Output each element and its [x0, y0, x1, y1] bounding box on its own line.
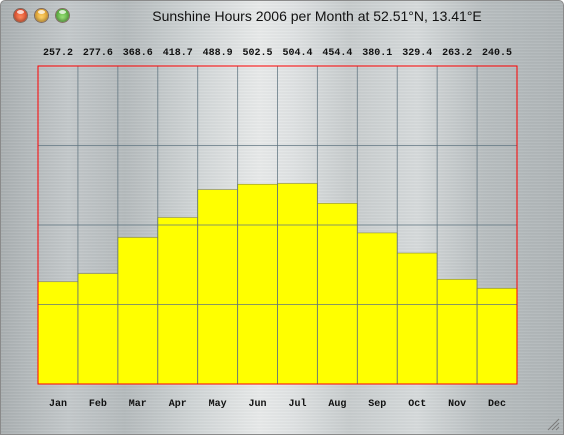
x-tick-label-oct: Oct [408, 399, 426, 410]
value-label-nov: 263.2 [442, 48, 472, 59]
bar-jan [37, 281, 79, 385]
bar-nov [436, 279, 478, 385]
bar-sep [357, 232, 398, 385]
value-label-jul: 504.4 [282, 48, 312, 59]
bar-jul [277, 183, 318, 385]
x-tick-label-jul: Jul [288, 398, 306, 410]
value-label-feb: 277.6 [83, 48, 113, 59]
bar-may [197, 189, 238, 385]
x-tick-label-may: May [209, 399, 227, 410]
value-label-mar: 368.6 [123, 48, 153, 59]
bars-layer [37, 183, 518, 385]
value-label-jun: 502.5 [243, 48, 273, 59]
x-tick-label-jan: Jan [49, 399, 67, 410]
minimize-window-button[interactable] [35, 9, 48, 22]
x-tick-label-sep: Sep [368, 399, 386, 410]
x-tick-label-dec: Dec [488, 399, 506, 410]
bar-jun [237, 183, 278, 385]
value-label-jan: 257.2 [43, 48, 73, 59]
x-tick-labels: Jan Feb Mar Apr May Jun Jul Aug Sep Oct Nov Dec [49, 398, 506, 410]
bar-dec [476, 288, 518, 385]
value-label-oct: 329.4 [402, 48, 432, 59]
value-label-aug: 454.4 [322, 48, 352, 59]
bar-apr [157, 217, 198, 385]
x-tick-label-apr: Apr [169, 399, 187, 410]
x-tick-label-aug: Aug [328, 399, 346, 410]
bar-aug [317, 203, 358, 385]
bar-mar [117, 237, 159, 385]
value-label-dec: 240.5 [482, 48, 512, 59]
zoom-window-button[interactable] [56, 9, 69, 22]
bar-feb [77, 273, 119, 385]
x-tick-label-jun: Jun [249, 399, 267, 410]
bar-oct [396, 252, 438, 385]
x-tick-label-nov: Nov [448, 399, 466, 410]
x-tick-label-feb: Feb [89, 398, 107, 410]
grid-layer [38, 66, 517, 384]
window-title: Sunshine Hours 2006 per Month at 52.51°N… [152, 8, 482, 24]
resize-grip-icon[interactable] [546, 417, 560, 431]
value-label-may: 488.9 [203, 48, 233, 59]
value-labels: 257.2 277.6 368.6 418.7 488.9 502.5 504.4 454.4… [43, 48, 512, 59]
close-window-button[interactable] [14, 9, 27, 22]
title-bar: Sunshine Hours 2006 per Month at 52.51°N… [1, 1, 563, 31]
plot-area-border [37, 65, 518, 385]
value-label-apr: 418.7 [163, 48, 193, 59]
value-label-sep: 380.1 [362, 48, 392, 59]
x-tick-label-mar: Mar [129, 399, 147, 410]
